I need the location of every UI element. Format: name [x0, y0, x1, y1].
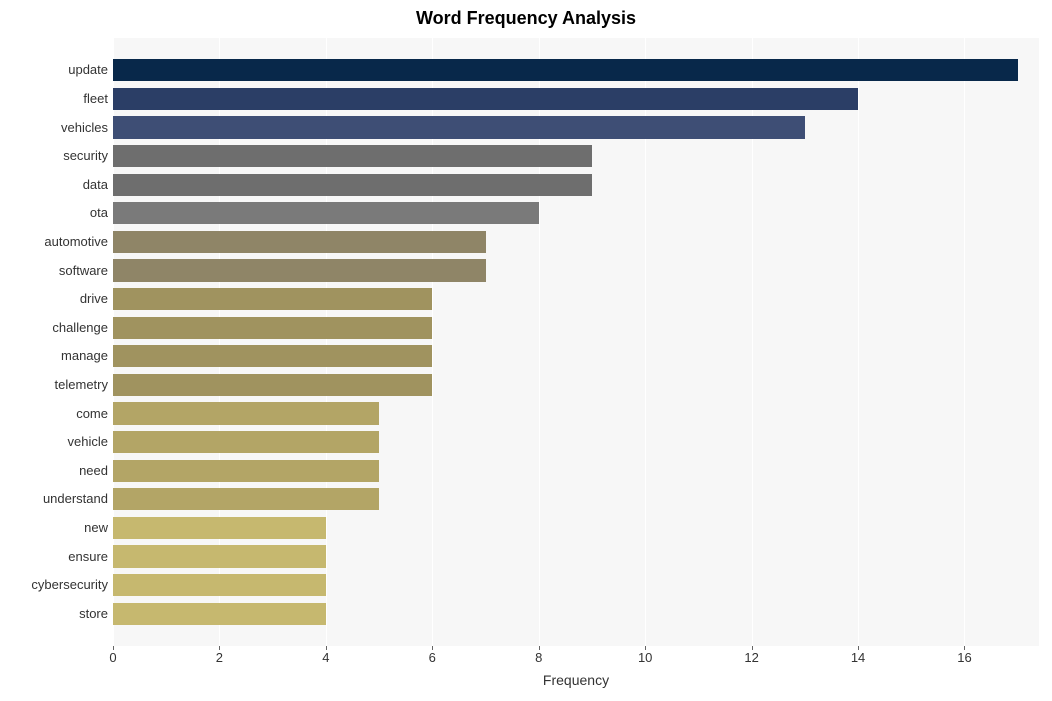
bar-row — [113, 88, 858, 110]
gridline — [964, 38, 965, 646]
bar — [113, 517, 326, 539]
y-tick-label: store — [8, 603, 108, 625]
bar — [113, 402, 379, 424]
x-tick-label: 10 — [638, 650, 652, 665]
bar — [113, 259, 486, 281]
bar — [113, 288, 432, 310]
bar-row — [113, 545, 326, 567]
x-tick-label: 12 — [744, 650, 758, 665]
bar-row — [113, 603, 326, 625]
y-tick-label: challenge — [8, 317, 108, 339]
x-tick-label: 8 — [535, 650, 542, 665]
bar — [113, 202, 539, 224]
x-tick-label: 2 — [216, 650, 223, 665]
y-tick-label: data — [8, 174, 108, 196]
y-tick-label: cybersecurity — [8, 574, 108, 596]
bar-row — [113, 431, 379, 453]
y-tick-label: manage — [8, 345, 108, 367]
y-tick-label: automotive — [8, 231, 108, 253]
y-tick-label: understand — [8, 488, 108, 510]
bar — [113, 374, 432, 396]
y-tick-label: security — [8, 145, 108, 167]
chart-title: Word Frequency Analysis — [0, 0, 1052, 33]
x-axis-label: Frequency — [113, 672, 1039, 688]
bar-row — [113, 460, 379, 482]
y-tick-label: vehicles — [8, 117, 108, 139]
bar-row — [113, 402, 379, 424]
bar-row — [113, 488, 379, 510]
y-tick-label: new — [8, 517, 108, 539]
bar-row — [113, 59, 1018, 81]
x-tick-label: 16 — [957, 650, 971, 665]
y-tick-label: telemetry — [8, 374, 108, 396]
y-tick-label: need — [8, 460, 108, 482]
bar-row — [113, 145, 592, 167]
bar — [113, 603, 326, 625]
bar-row — [113, 116, 805, 138]
bar — [113, 59, 1018, 81]
gridline — [858, 38, 859, 646]
bar-row — [113, 517, 326, 539]
bar — [113, 88, 858, 110]
y-tick-label: vehicle — [8, 431, 108, 453]
y-tick-label: come — [8, 403, 108, 425]
bar — [113, 145, 592, 167]
word-frequency-chart: Word Frequency Analysis Frequency 0 2 4 6 8 1… — [0, 0, 1052, 701]
y-tick-label: update — [8, 59, 108, 81]
bar — [113, 231, 486, 253]
x-tick-label: 14 — [851, 650, 865, 665]
bar — [113, 488, 379, 510]
bar-row — [113, 259, 486, 281]
bar — [113, 345, 432, 367]
x-tick-label: 4 — [322, 650, 329, 665]
bar-row — [113, 174, 592, 196]
bar — [113, 174, 592, 196]
bar-row — [113, 202, 539, 224]
bar — [113, 431, 379, 453]
bar — [113, 545, 326, 567]
y-tick-label: fleet — [8, 88, 108, 110]
bar-row — [113, 231, 486, 253]
bar — [113, 317, 432, 339]
bar — [113, 116, 805, 138]
y-tick-label: ota — [8, 202, 108, 224]
y-tick-label: drive — [8, 288, 108, 310]
x-tick-label: 6 — [429, 650, 436, 665]
bar-row — [113, 374, 432, 396]
y-tick-label: ensure — [8, 546, 108, 568]
y-tick-label: software — [8, 260, 108, 282]
bar-row — [113, 574, 326, 596]
bar — [113, 460, 379, 482]
bar — [113, 574, 326, 596]
bar-row — [113, 317, 432, 339]
x-tick-label: 0 — [109, 650, 116, 665]
plot-area — [113, 38, 1039, 646]
bar-row — [113, 345, 432, 367]
bar-row — [113, 288, 432, 310]
